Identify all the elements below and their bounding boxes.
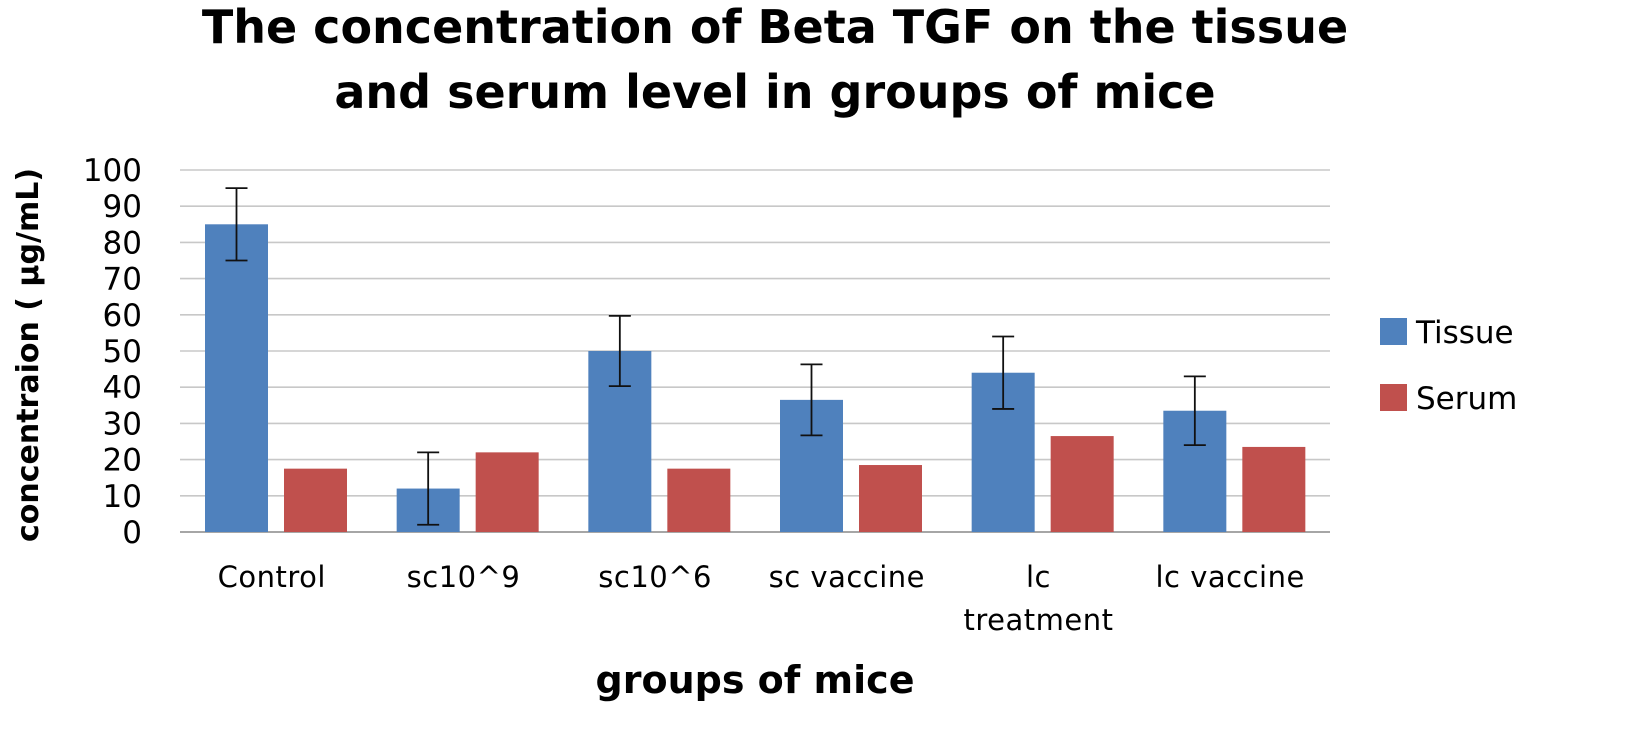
y-tick-label: 100 (83, 153, 142, 189)
legend: Tissue Serum (1380, 315, 1517, 417)
x-tick-label: sc10^9 (407, 560, 521, 594)
y-tick-label: 10 (103, 479, 142, 515)
error-bar (417, 451, 440, 526)
y-tick-label: 80 (103, 225, 142, 261)
error-bars (225, 187, 1206, 526)
bar-serum (284, 468, 347, 532)
error-bar (225, 187, 248, 262)
x-tick-label: Control (218, 560, 326, 594)
bar-serum (1242, 446, 1306, 532)
x-tick-label: lc (1026, 560, 1051, 594)
bar-serum (475, 452, 539, 532)
bars (205, 224, 1306, 533)
bar-serum (1050, 436, 1114, 532)
chart-title-line-1: The concentration of Beta TGF on the tis… (202, 0, 1348, 54)
x-tick-label: sc vaccine (769, 560, 925, 594)
y-tick-label: 50 (103, 334, 142, 370)
x-axis-categories: Control sc10^9 sc10^6 sc vaccine lc treatment… (218, 560, 1305, 637)
y-axis-label: concentraion ( μg/mL) (11, 168, 46, 542)
gridlines (180, 169, 1330, 533)
y-tick-label: 90 (103, 189, 142, 225)
chart-title: The concentration of Beta TGF on the tis… (202, 0, 1348, 119)
legend-label-serum: Serum (1416, 381, 1517, 417)
legend-swatch-serum (1380, 384, 1407, 411)
bar-serum (667, 468, 731, 532)
y-tick-label: 70 (103, 262, 142, 298)
error-bar (608, 314, 631, 388)
error-bar (800, 363, 823, 437)
x-tick-label: sc10^6 (598, 560, 712, 594)
bar-serum (859, 465, 922, 532)
error-bar (992, 335, 1015, 410)
y-tick-label: 0 (122, 515, 142, 551)
bar-tissue (205, 224, 268, 533)
chart-title-line-2: and serum level in groups of mice (334, 65, 1215, 119)
y-tick-label: 40 (103, 370, 142, 406)
error-bar (1183, 375, 1206, 447)
y-tick-label: 30 (103, 406, 142, 442)
x-tick-label: lc vaccine (1156, 560, 1305, 594)
legend-swatch-tissue (1380, 318, 1407, 345)
x-axis-label: groups of mice (596, 658, 915, 702)
legend-label-tissue: Tissue (1415, 315, 1514, 351)
y-tick-label: 20 (103, 443, 142, 479)
y-tick-label: 60 (103, 298, 142, 334)
x-tick-label: treatment (964, 603, 1114, 637)
